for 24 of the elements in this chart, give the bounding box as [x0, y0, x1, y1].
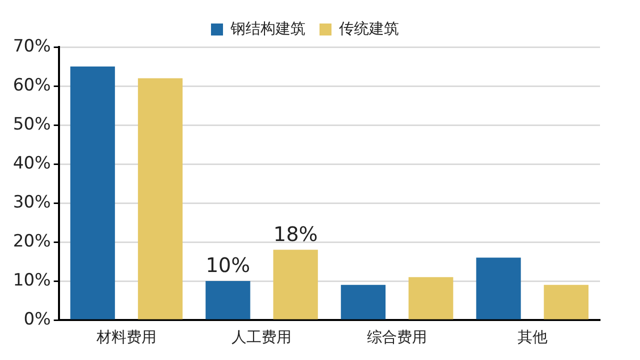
- data-label: 18%: [273, 222, 318, 246]
- x-tick-label: 综合费用: [367, 328, 428, 346]
- y-tick-label: 70%: [12, 36, 51, 56]
- x-tick-label: 材料费用: [95, 328, 156, 346]
- y-tick-label: 50%: [12, 114, 51, 134]
- y-tick-label: 40%: [12, 153, 51, 174]
- bar: [544, 284, 588, 320]
- data-label: 10%: [206, 253, 250, 278]
- legend-label: 传统建筑: [339, 19, 399, 38]
- y-tick-label: 30%: [12, 192, 51, 212]
- y-tick-label: 20%: [12, 231, 51, 252]
- legend-label: 钢结构建筑: [230, 19, 306, 38]
- bar: [476, 258, 521, 320]
- bar: [70, 66, 115, 320]
- bar: [340, 284, 386, 320]
- y-tick-label: 0%: [24, 309, 51, 330]
- x-tick-label: 人工费用: [232, 328, 292, 346]
- y-tick-label: 10%: [12, 270, 51, 290]
- y-tick-label: 60%: [12, 75, 51, 96]
- x-tick-label: 其他: [517, 328, 548, 346]
- bar: [138, 78, 183, 320]
- bar: [206, 281, 250, 320]
- bar: [408, 277, 454, 320]
- bar: [273, 250, 318, 320]
